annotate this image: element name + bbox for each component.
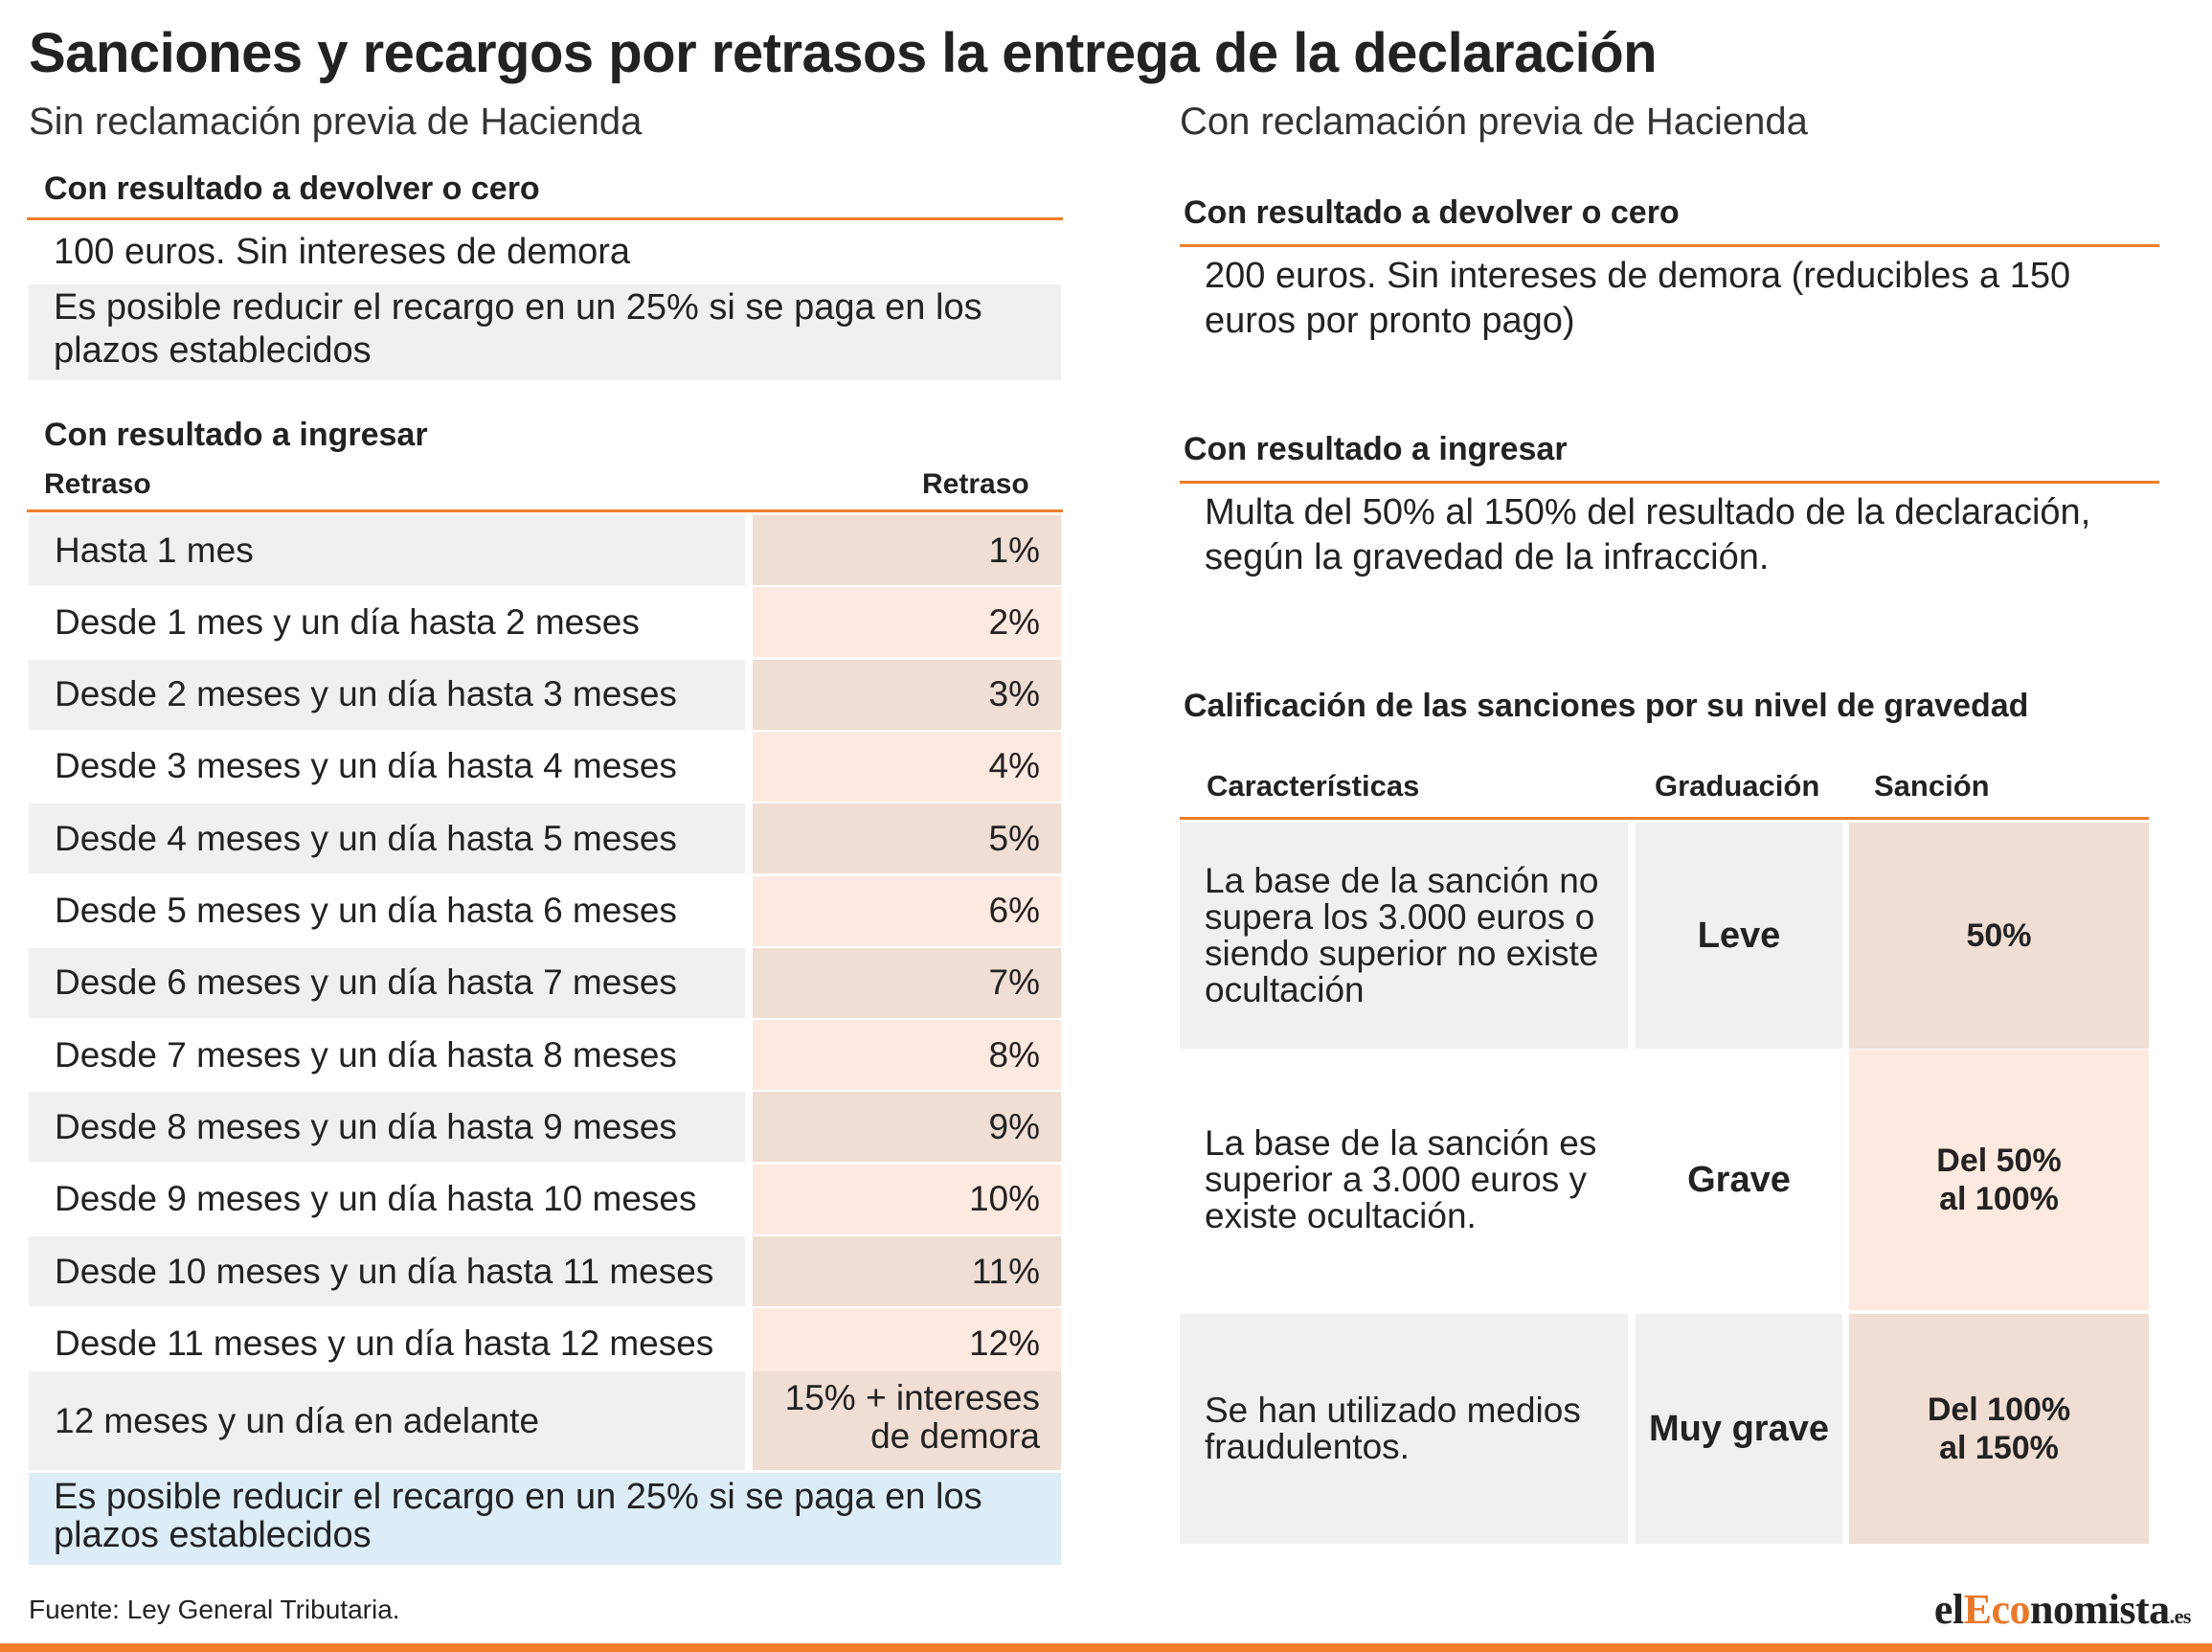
table-row-value: 4% [753,731,1061,802]
table-row-value-line1: 15% + intereses [784,1378,1040,1417]
divider [1180,817,2149,820]
graduacion-cell-leve: Leve [1636,823,1842,1049]
left-ingresar-heading: Con resultado a ingresar [44,417,428,453]
graduacion-text: Grave [1687,1159,1791,1200]
col-header-sancion: Sanción [1874,769,1990,803]
table-row: Desde 6 meses y un día hasta 7 meses 7% [0,947,1063,1018]
table-row-label: Desde 11 meses y un día hasta 12 meses [29,1308,745,1379]
table-row: Desde 3 meses y un día hasta 4 meses 4% [0,731,1063,802]
table-row: Desde 10 meses y un día hasta 11 meses 11… [0,1236,1063,1306]
table-row-value: 7% [753,947,1061,1018]
sancion-text: Del 50% al 100% [1936,1143,2062,1217]
graduacion-cell-grave: Grave [1636,1050,1842,1310]
graduacion-text: Leve [1697,915,1781,956]
sancion-cell-leve: 50% [1849,823,2149,1049]
table-row-label: Desde 5 meses y un día hasta 6 meses [29,875,745,946]
table-row-last-label-cell: 12 meses y un día en adelante [29,1371,745,1470]
table-row: Hasta 1 mes 1% [0,515,1063,585]
table-row-value-line2: de demora [870,1416,1040,1456]
table-row-value: 5% [753,803,1061,874]
left-subtitle: Sin reclamación previa de Hacienda [29,101,643,143]
col-header-graduacion: Graduación [1655,769,1820,803]
bottom-accent-bar [0,1643,2212,1652]
divider [27,509,1063,512]
eleconomista-logo: elEconomista.es [1933,1586,2192,1633]
source-note: Fuente: Ley General Tributaria. [29,1595,400,1624]
left-devolver-line1: 100 euros. Sin intereses de demora [54,232,631,272]
table-row: Desde 2 meses y un día hasta 3 meses 3% [0,659,1063,730]
table-row-label: Desde 4 meses y un día hasta 5 meses [29,803,745,874]
table-row-label: Desde 2 meses y un día hasta 3 meses [29,659,745,730]
table-row: Desde 8 meses y un día hasta 9 meses 9% [0,1092,1063,1163]
table-row-value: 10% [753,1164,1061,1234]
page-title: Sanciones y recargos por retrasos la ent… [29,22,1658,84]
table-row-label: 12 meses y un día en adelante [55,1400,540,1440]
sancion-text: 50% [1966,917,2032,954]
sancion-cell-muy-grave: Del 100% al 150% [1849,1314,2149,1544]
caracteristicas-cell-muy-grave: Se han utilizado medios fraudulentos. [1180,1314,1628,1544]
table-row-value: 3% [753,659,1061,730]
divider [1180,244,2159,247]
caracteristicas-cell-grave: La base de la sanción es superior a 3.00… [1180,1050,1628,1310]
right-subtitle: Con reclamación previa de Hacienda [1180,101,1808,143]
divider [27,217,1063,220]
table-row-label: Desde 6 meses y un día hasta 7 meses [29,947,745,1018]
table-row-value: 2% [753,587,1061,658]
caracteristicas-text: La base de la sanción no supera los 3.00… [1205,861,1599,1009]
table-row-value: 8% [753,1020,1061,1091]
table-row-value: 1% [753,515,1061,585]
table-row: Desde 7 meses y un día hasta 8 meses 8% [0,1020,1063,1091]
caracteristicas-text: Se han utilizado medios fraudulentos. [1205,1391,1581,1466]
table-row: Desde 11 meses y un día hasta 12 meses 12… [0,1308,1063,1379]
left-ingresar-note: Es posible reducir el recargo en un 25% … [54,1477,982,1555]
table-row: Desde 4 meses y un día hasta 5 meses 5% [0,803,1063,874]
table-row-value: 6% [753,875,1061,946]
table-row-label: Desde 9 meses y un día hasta 10 meses [29,1164,745,1234]
graduacion-cell-muy-grave: Muy grave [1636,1314,1842,1544]
left-devolver-note-box: Es posible reducir el recargo en un 25% … [29,284,1061,380]
left-ingresar-note-box: Es posible reducir el recargo en un 25% … [29,1473,1061,1565]
table-row-label: Desde 8 meses y un día hasta 9 meses [29,1092,745,1163]
caracteristicas-cell-leve: La base de la sanción no supera los 3.00… [1180,823,1628,1049]
table-row-label: Desde 10 meses y un día hasta 11 meses [29,1236,745,1306]
table-row-label: Desde 7 meses y un día hasta 8 meses [29,1020,745,1091]
table-row-value: 12% [753,1308,1061,1379]
table-row-value: 9% [753,1092,1061,1163]
table-row-label: Desde 1 mes y un día hasta 2 meses [29,587,745,658]
table-row: Desde 1 mes y un día hasta 2 meses 2% [0,587,1063,658]
right-devolver-text: 200 euros. Sin intereses de demora (redu… [1205,256,2071,341]
calificacion-heading: Calificación de las sanciones por su niv… [1184,688,2029,724]
right-devolver-heading: Con resultado a devolver o cero [1184,194,1680,231]
right-ingresar-text: Multa del 50% al 150% del resultado de l… [1205,492,2091,577]
left-devolver-heading: Con resultado a devolver o cero [44,170,540,207]
graduacion-text: Muy grave [1649,1408,1829,1449]
col-header-caracteristicas: Características [1207,769,1420,803]
col-header-retraso: Retraso [44,468,151,500]
left-devolver-note: Es posible reducir el recargo en un 25% … [54,287,982,371]
table-row: Desde 5 meses y un día hasta 6 meses 6% [0,875,1063,946]
sancion-text: Del 100% al 150% [1927,1392,2071,1466]
right-ingresar-heading: Con resultado a ingresar [1184,431,1568,467]
table-row-value: 11% [753,1236,1061,1306]
table-row-label: Hasta 1 mes [29,515,745,585]
retraso-table: Hasta 1 mes 1% Desde 1 mes y un día hasta … [0,515,1063,1379]
caracteristicas-text: La base de la sanción es superior a 3.00… [1205,1123,1597,1235]
table-row-label: Desde 3 meses y un día hasta 4 meses [29,731,745,802]
divider [1180,481,2159,484]
col-header-recargo: Retraso [922,468,1029,500]
sancion-cell-grave: Del 50% al 100% [1849,1050,2149,1310]
table-row: Desde 9 meses y un día hasta 10 meses 10% [0,1164,1063,1234]
table-row-last-value-cell: 15% + intereses de demora [753,1371,1061,1470]
